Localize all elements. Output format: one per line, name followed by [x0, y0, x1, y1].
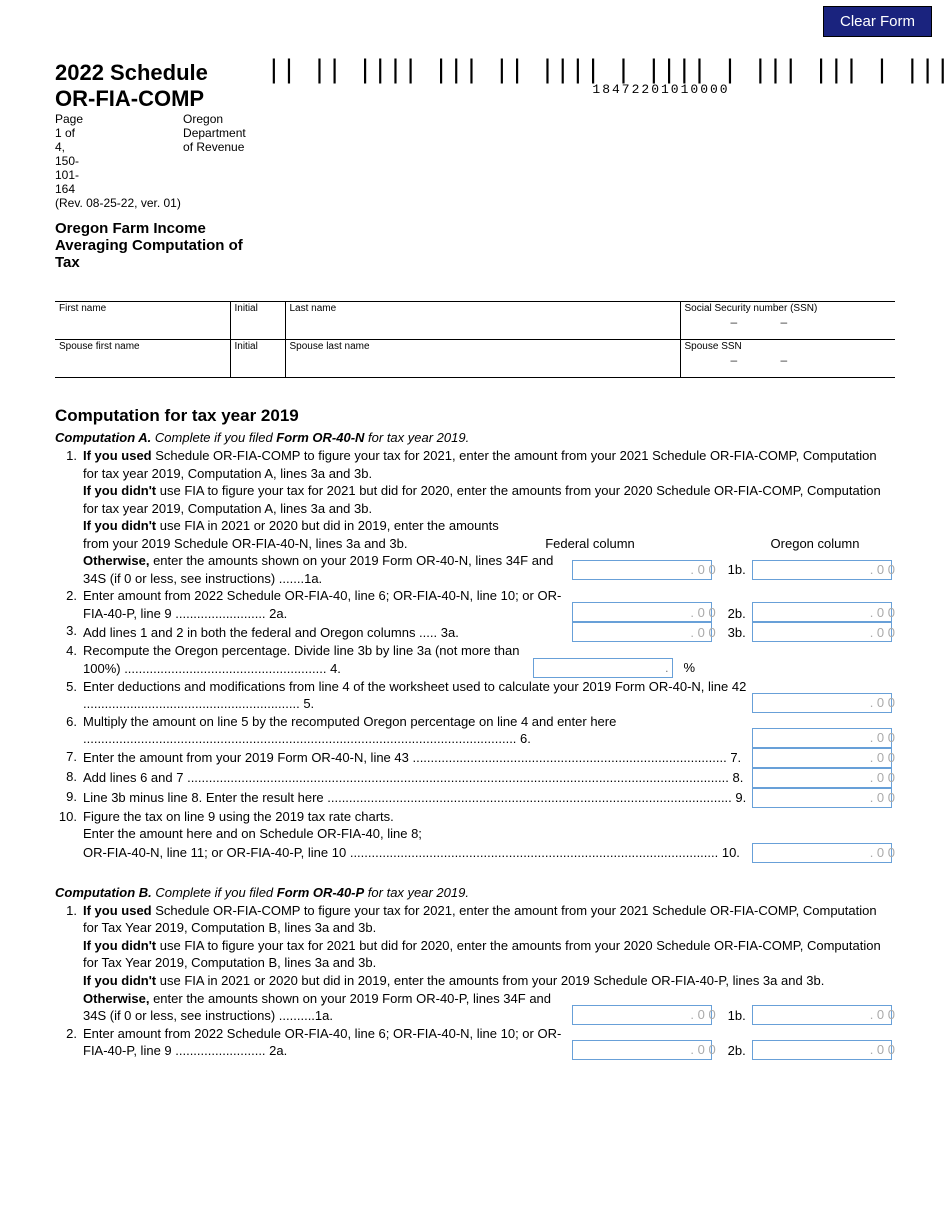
- line-6-text: Multiply the amount on line 5 by the rec…: [83, 713, 752, 748]
- line-1a-federal-input[interactable]: [572, 560, 712, 580]
- line-number: 9.: [55, 788, 83, 806]
- line-6-input[interactable]: [752, 728, 892, 748]
- line-number: 8.: [55, 768, 83, 786]
- line-5-input[interactable]: [752, 693, 892, 713]
- ssn-label: Social Security number (SSN): [681, 302, 896, 315]
- b-line-2-text: Enter amount from 2022 Schedule OR-FIA-4…: [83, 1025, 572, 1060]
- line-10-text-b: Enter the amount here and on Schedule OR…: [83, 825, 895, 843]
- line-8-input[interactable]: [752, 768, 892, 788]
- first-name-label: First name: [55, 302, 230, 315]
- computation-a-heading: Computation A. Complete if you filed For…: [55, 430, 895, 445]
- federal-column-header: Federal column: [505, 535, 675, 553]
- line-number: 2.: [55, 1025, 83, 1043]
- line-3b-oregon-input[interactable]: [752, 622, 892, 642]
- name-table: First name Initial Last name Social Secu…: [55, 301, 895, 378]
- line-number: 3.: [55, 622, 83, 640]
- line-number: 6.: [55, 713, 83, 731]
- line-8-text: Add lines 6 and 7 ......................…: [83, 769, 752, 787]
- line-9-text: Line 3b minus line 8. Enter the result h…: [83, 789, 752, 807]
- line-4-percent-input[interactable]: [533, 658, 673, 678]
- line-number: 7.: [55, 748, 83, 766]
- initial-label: Initial: [231, 302, 285, 315]
- line-7-input[interactable]: [752, 748, 892, 768]
- line-number: 10.: [55, 808, 83, 826]
- b-line-1-text: If you used Schedule OR-FIA-COMP to figu…: [83, 902, 895, 1025]
- section-title: Computation for tax year 2019: [55, 406, 895, 426]
- b-line-2a-federal-input[interactable]: [572, 1040, 712, 1060]
- line-10-text-c: OR-FIA-40-N, line 11; or OR-FIA-40-P, li…: [83, 844, 752, 862]
- oregon-column-header: Oregon column: [735, 535, 895, 553]
- last-name-label: Last name: [286, 302, 680, 315]
- line-number: 1.: [55, 902, 83, 920]
- spouse-initial-label: Initial: [231, 340, 285, 353]
- line-1b-oregon-input[interactable]: [752, 560, 892, 580]
- computation-b-heading: Computation B. Complete if you filed For…: [55, 885, 895, 900]
- line-2-text: Enter amount from 2022 Schedule OR-FIA-4…: [83, 587, 572, 622]
- b-line-1b-oregon-input[interactable]: [752, 1005, 892, 1025]
- line-2b-oregon-input[interactable]: [752, 602, 892, 622]
- form-title: 2022 Schedule OR-FIA-COMP: [55, 60, 246, 112]
- line-10-input[interactable]: [752, 843, 892, 863]
- spouse-last-label: Spouse last name: [286, 340, 680, 353]
- line-5-text: Enter deductions and modifications from …: [83, 678, 752, 713]
- spouse-ssn-label: Spouse SSN: [681, 340, 896, 353]
- line-number: 5.: [55, 678, 83, 696]
- line-4-text: Recompute the Oregon percentage. Divide …: [83, 642, 533, 677]
- spouse-first-label: Spouse first name: [55, 340, 230, 353]
- line-number: 4.: [55, 642, 83, 660]
- b-line-1a-federal-input[interactable]: [572, 1005, 712, 1025]
- dept-name: Oregon Department of Revenue: [183, 112, 246, 196]
- line-number: 2.: [55, 587, 83, 605]
- line-3-text: Add lines 1 and 2 in both the federal an…: [83, 624, 572, 642]
- line-9-input[interactable]: [752, 788, 892, 808]
- line-1-text: If you used Schedule OR-FIA-COMP to figu…: [83, 447, 895, 587]
- line-7-text: Enter the amount from your 2019 Form OR-…: [83, 749, 752, 767]
- b-line-2b-oregon-input[interactable]: [752, 1040, 892, 1060]
- line-3a-federal-input[interactable]: [572, 622, 712, 642]
- form-description: Oregon Farm Income Averaging Computation…: [55, 220, 246, 271]
- form-page: 2022 Schedule OR-FIA-COMP Page 1 of 4, 1…: [0, 0, 950, 1100]
- line-number: 1.: [55, 447, 83, 465]
- page-info: Page 1 of 4, 150-101-164: [55, 112, 83, 196]
- line-10-text-a: Figure the tax on line 9 using the 2019 …: [83, 808, 895, 826]
- barcode: || || |||| ||| || |||| | |||| | ||| ||| …: [266, 62, 950, 97]
- revision: (Rev. 08-25-22, ver. 01): [55, 196, 246, 210]
- line-2a-federal-input[interactable]: [572, 602, 712, 622]
